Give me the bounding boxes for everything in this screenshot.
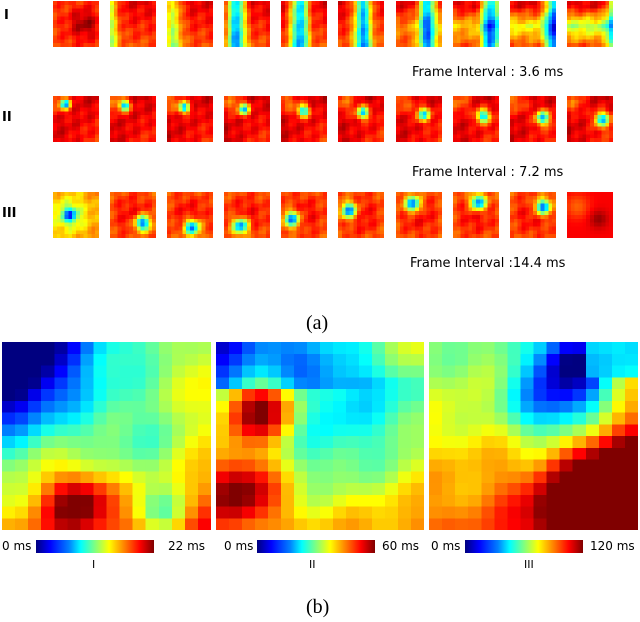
frame-row3-3 — [167, 192, 213, 238]
frame-row3-6 — [338, 192, 384, 238]
frame-row2-10 — [567, 96, 613, 142]
row-I-interval: Frame Interval : 3.6 ms — [412, 65, 564, 80]
map-III-label: III — [524, 558, 534, 571]
frame-heatmap — [338, 192, 384, 238]
frame-heatmap — [53, 1, 99, 47]
frame-row1-4 — [224, 1, 270, 47]
map-I-label: I — [92, 558, 96, 571]
frame-heatmap — [453, 96, 499, 142]
frame-heatmap — [510, 192, 556, 238]
frame-heatmap — [453, 1, 499, 47]
frame-heatmap — [167, 192, 213, 238]
frame-row3-1 — [53, 192, 99, 238]
frame-row3-4 — [224, 192, 270, 238]
frame-row2-6 — [338, 96, 384, 142]
frame-heatmap — [110, 192, 156, 238]
map-II-heatmap — [216, 342, 424, 530]
frame-row2-2 — [110, 96, 156, 142]
caption-a: (a) — [306, 312, 329, 334]
frame-row3-9 — [510, 192, 556, 238]
row-III-interval: Frame Interval :14.4 ms — [410, 256, 566, 271]
frame-row1-3 — [167, 1, 213, 47]
colorbar-III — [465, 540, 583, 553]
frame-heatmap — [453, 192, 499, 238]
frame-heatmap — [224, 192, 270, 238]
frame-row3-10 — [567, 192, 613, 238]
frame-heatmap — [53, 192, 99, 238]
row-III-label: III — [2, 206, 17, 221]
frame-heatmap — [338, 96, 384, 142]
colorbar-I-min: 0 ms — [2, 539, 32, 553]
frame-row3-7 — [396, 192, 442, 238]
frame-heatmap — [567, 192, 613, 238]
frame-row2-8 — [453, 96, 499, 142]
frame-row1-2 — [110, 1, 156, 47]
frame-heatmap — [110, 1, 156, 47]
activation-map-II — [216, 342, 424, 530]
frame-row2-9 — [510, 96, 556, 142]
frame-heatmap — [224, 1, 270, 47]
frame-row2-7 — [396, 96, 442, 142]
colorbar-II — [257, 540, 375, 553]
colorbar-II-max: 60 ms — [382, 539, 420, 553]
frame-heatmap — [510, 96, 556, 142]
frame-heatmap — [281, 1, 327, 47]
frame-heatmap — [396, 1, 442, 47]
frame-row3-5 — [281, 192, 327, 238]
frame-heatmap — [224, 96, 270, 142]
frame-heatmap — [281, 96, 327, 142]
map-III-heatmap — [429, 342, 638, 530]
frame-heatmap — [396, 96, 442, 142]
frame-row2-4 — [224, 96, 270, 142]
frame-row1-7 — [396, 1, 442, 47]
row-I-label: I — [4, 8, 9, 23]
frame-heatmap — [338, 1, 384, 47]
colorbar-II-min: 0 ms — [224, 539, 254, 553]
frame-row1-6 — [338, 1, 384, 47]
frame-row1-8 — [453, 1, 499, 47]
frame-heatmap — [110, 96, 156, 142]
frame-heatmap — [510, 1, 556, 47]
frame-row1-1 — [53, 1, 99, 47]
frame-row2-3 — [167, 96, 213, 142]
activation-map-III — [429, 342, 638, 530]
frame-heatmap — [167, 1, 213, 47]
colorbar-I — [36, 540, 154, 553]
activation-map-I — [2, 342, 211, 530]
row-II-interval: Frame Interval : 7.2 ms — [412, 165, 564, 180]
frame-row2-1 — [53, 96, 99, 142]
frame-heatmap — [396, 192, 442, 238]
frame-heatmap — [281, 192, 327, 238]
colorbar-III-min: 0 ms — [431, 539, 461, 553]
frame-row1-9 — [510, 1, 556, 47]
frame-row2-5 — [281, 96, 327, 142]
frame-row3-2 — [110, 192, 156, 238]
colorbar-III-max: 120 ms — [590, 539, 635, 553]
frame-heatmap — [167, 96, 213, 142]
colorbar-I-max: 22 ms — [168, 539, 206, 553]
frame-row1-5 — [281, 1, 327, 47]
caption-b: (b) — [306, 596, 330, 618]
frame-heatmap — [53, 96, 99, 142]
frame-heatmap — [567, 1, 613, 47]
frame-heatmap — [567, 96, 613, 142]
frame-row3-8 — [453, 192, 499, 238]
frame-row1-10 — [567, 1, 613, 47]
map-I-heatmap — [2, 342, 211, 530]
row-II-label: II — [2, 110, 12, 125]
map-II-label: II — [309, 558, 316, 571]
